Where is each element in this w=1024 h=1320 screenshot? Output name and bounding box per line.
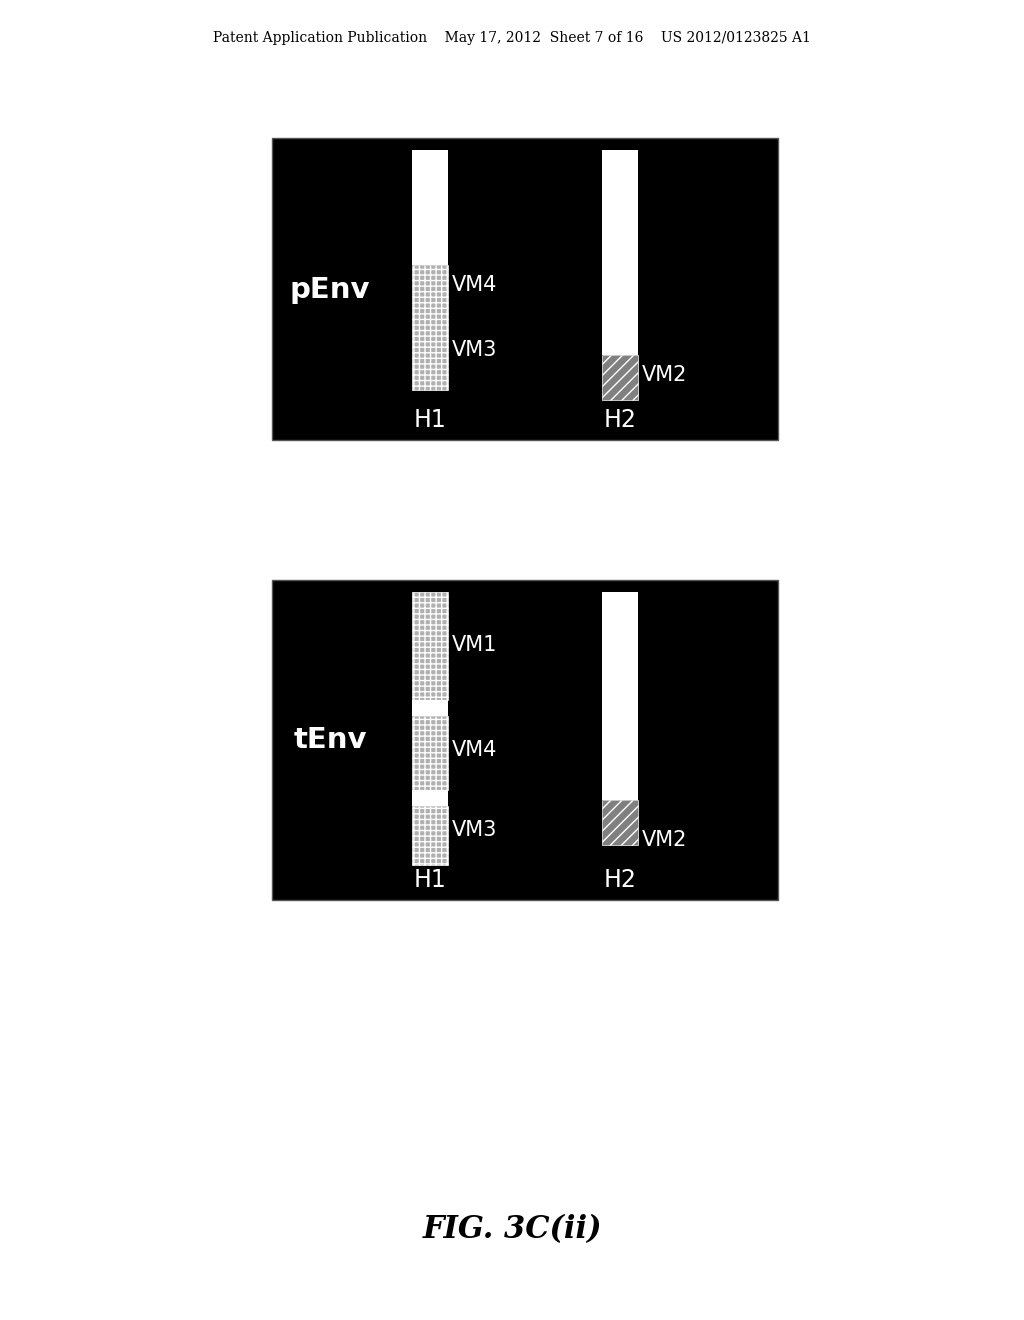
Bar: [602, 800, 638, 845]
Bar: [412, 700, 449, 715]
Text: H2: H2: [603, 408, 637, 432]
Bar: [602, 150, 638, 355]
Bar: [412, 807, 449, 865]
Text: VM4: VM4: [452, 741, 498, 760]
Text: FIG. 3C(ii): FIG. 3C(ii): [422, 1214, 602, 1246]
Bar: [602, 591, 638, 800]
Bar: [412, 591, 449, 700]
Bar: [272, 579, 778, 900]
Text: H1: H1: [414, 869, 446, 892]
Text: VM2: VM2: [642, 366, 687, 385]
Bar: [412, 715, 449, 789]
Bar: [602, 355, 638, 400]
Text: VM3: VM3: [452, 820, 498, 840]
Bar: [412, 789, 449, 807]
Text: H2: H2: [603, 869, 637, 892]
Text: VM4: VM4: [452, 275, 498, 294]
Text: VM3: VM3: [452, 341, 498, 360]
Text: pEnv: pEnv: [290, 276, 371, 304]
Bar: [412, 265, 449, 389]
Text: tEnv: tEnv: [293, 726, 367, 754]
Text: VM2: VM2: [642, 830, 687, 850]
Bar: [412, 150, 449, 265]
Text: H1: H1: [414, 408, 446, 432]
Text: Patent Application Publication    May 17, 2012  Sheet 7 of 16    US 2012/0123825: Patent Application Publication May 17, 2…: [213, 30, 811, 45]
Text: VM1: VM1: [452, 635, 498, 655]
Bar: [272, 139, 778, 440]
